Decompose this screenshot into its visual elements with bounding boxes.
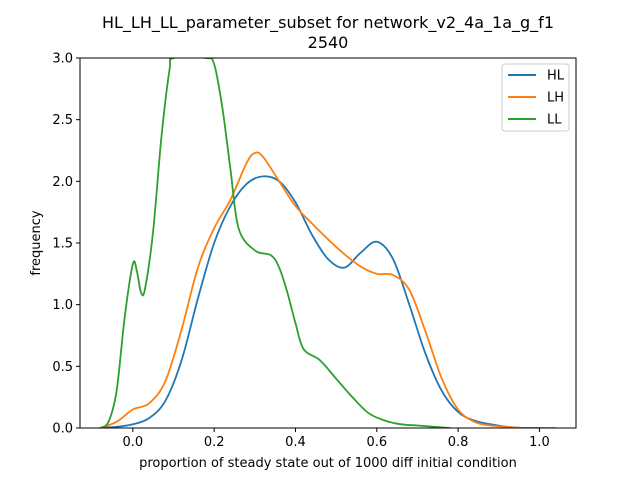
x-tick-label: 0.2	[204, 435, 225, 450]
chart-title-line2: 2540	[308, 33, 349, 52]
x-tick-label: 0.6	[366, 435, 387, 450]
series-line-lh	[99, 151, 557, 428]
legend: HL LH LL	[501, 63, 570, 132]
x-tick-label: 0.0	[123, 435, 144, 450]
y-tick-label: 0.0	[52, 422, 73, 437]
chart-title-line1: HL_LH_LL_parameter_subset for network_v2…	[102, 13, 554, 33]
plot-frame	[79, 57, 577, 429]
y-tick-label: 1.5	[52, 237, 73, 252]
y-axis-label: frequency	[29, 210, 44, 276]
x-tick-label: 1.0	[529, 435, 550, 450]
series-line-hl	[99, 175, 541, 428]
legend-label-hl: HL	[547, 69, 565, 84]
y-tick-label: 1.0	[52, 298, 73, 313]
y-tick-label: 2.5	[52, 113, 73, 128]
y-tick-label: 3.0	[52, 52, 73, 67]
x-tick-label: 0.8	[448, 435, 469, 450]
y-tick-label: 2.0	[52, 175, 73, 190]
legend-label-lh: LH	[547, 91, 564, 106]
y-axis-ticks: 0.0 0.5 1.0 1.5 2.0 2.5 3.0	[52, 52, 80, 437]
x-axis-label: proportion of steady state out of 1000 d…	[139, 456, 517, 471]
series-layer	[99, 58, 557, 428]
y-tick-label: 0.5	[52, 360, 73, 375]
x-tick-label: 0.4	[285, 435, 306, 450]
x-axis-ticks: 0.0 0.2 0.4 0.6 0.8 1.0	[123, 428, 550, 450]
series-line-ll	[99, 58, 451, 428]
legend-label-ll: LL	[547, 113, 562, 128]
